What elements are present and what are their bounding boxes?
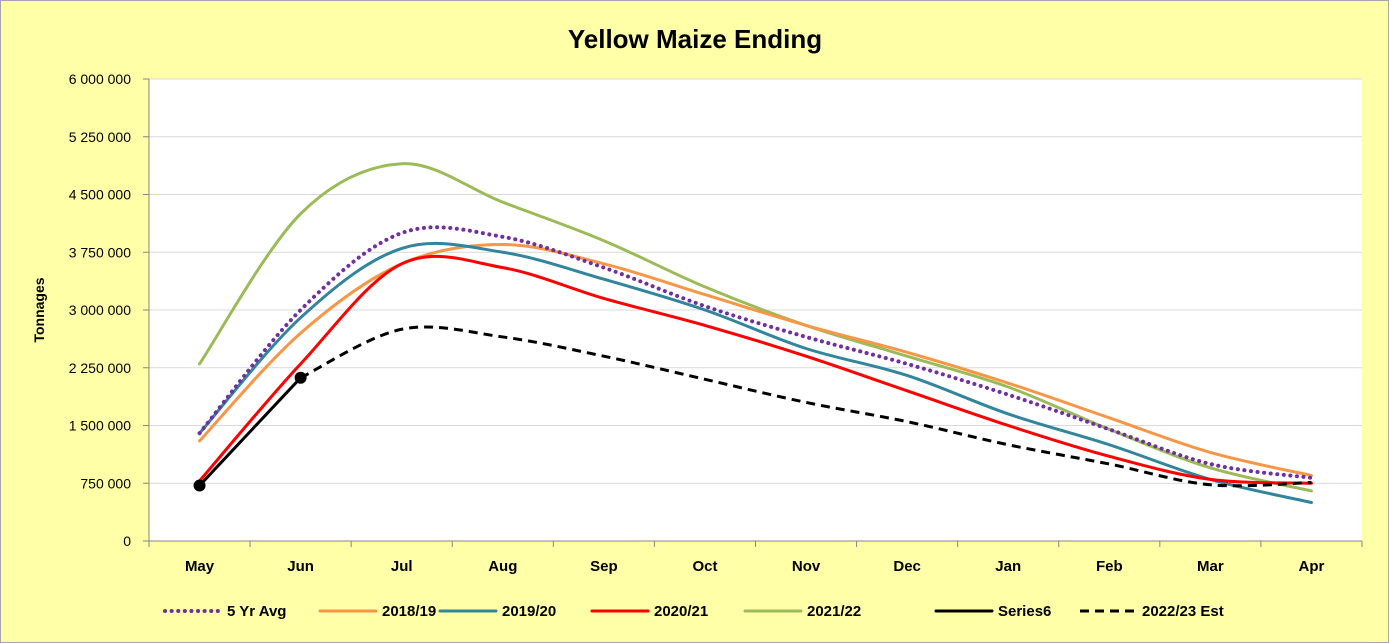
y-tick-label: 3 000 000 [69,302,131,318]
x-tick-label: Apr [1299,558,1325,575]
y-tick-label: 4 500 000 [69,187,131,203]
legend-item-2019-20: 2019/20 [438,603,556,620]
series-line-2018-19 [198,243,1313,478]
y-tick-label: 2 250 000 [69,360,131,376]
series-2019-20 [198,241,1313,504]
legend-label: Series6 [998,603,1051,620]
legend-label: 2022/23 Est [1142,603,1224,620]
gridlines [149,78,1362,484]
x-tick-label: Dec [893,558,921,575]
x-tick-label: Nov [792,558,821,575]
legend-item-2020-21: 2020/21 [590,603,708,620]
x-tick-label: May [185,558,215,575]
x-axis-ticks: May Jun Jul Aug Sep Oct Nov Dec Jan Feb Mar Apr [148,540,1363,575]
x-tick-label: Sep [590,558,618,575]
series-line-2020-21 [198,254,1313,485]
series-2021-22 [198,162,1313,493]
legend-label: 5 Yr Avg [227,603,286,620]
legend-item-2021-22: 2021/22 [743,603,861,620]
series-lines [193,162,1314,504]
y-tick-label: 6 000 000 [69,71,131,87]
data-point [294,371,307,384]
y-tick-label: 750 000 [80,475,131,491]
y-tick-label: 3 750 000 [69,244,131,260]
legend-item-2018-19: 2018/19 [318,603,436,620]
y-axis-label: Tonnages [31,277,47,342]
series-line-5-yr-avg [197,225,1314,480]
legend-item-5-yr-avg: 5 Yr Avg [163,603,286,620]
chart-title: Yellow Maize Ending [568,24,822,54]
y-tick-label: 0 [123,533,131,549]
legend-item-2022-23-est: 2022/23 Est [1080,603,1224,620]
legend-label: 2020/21 [654,603,708,620]
series-2018-19 [198,243,1313,478]
series-2022-23-est [299,325,1312,488]
x-tick-label: Oct [692,558,717,575]
x-tick-label: Jun [287,558,314,575]
legend-label: 2018/19 [382,603,436,620]
series-line-series6 [198,376,303,488]
y-axis-ticks: 0 750 000 1 500 000 2 250 000 3 000 000 3 750… [69,71,150,549]
x-tick-label: Feb [1096,558,1123,575]
x-tick-label: Aug [488,558,517,575]
x-tick-label: Mar [1197,558,1224,575]
legend-label: 2021/22 [807,603,861,620]
series-line-2022-23-est [299,325,1312,488]
series-2020-21 [198,254,1313,485]
y-tick-label: 1 500 000 [69,418,131,434]
series-line-2019-20 [198,241,1313,504]
data-point [193,479,206,492]
legend: 5 Yr Avg 2018/19 2019/20 2020/21 2021/22 Seri… [163,603,1224,620]
y-tick-label: 5 250 000 [69,129,131,145]
x-tick-label: Jul [391,558,413,575]
legend-item-series6: Series6 [934,603,1051,620]
series-series6 [193,371,307,492]
series-line-2021-22 [198,162,1313,493]
x-tick-label: Jan [995,558,1021,575]
legend-label: 2019/20 [502,603,556,620]
series-5-yr-avg [197,225,1314,480]
